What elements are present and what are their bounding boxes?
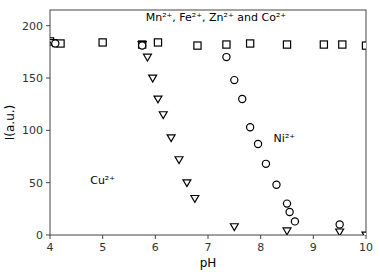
point — [247, 40, 254, 47]
y-tick — [46, 235, 50, 236]
point — [254, 140, 261, 147]
point — [139, 42, 146, 49]
annotation: Cu²⁺ — [90, 174, 115, 187]
y-tick-label: 0 — [36, 229, 43, 242]
x-tick-label: 10 — [359, 241, 373, 254]
point — [154, 39, 161, 46]
x-tick — [155, 235, 156, 239]
x-tick — [366, 235, 367, 239]
point — [239, 95, 246, 102]
y-tick-label: 100 — [22, 124, 43, 137]
point — [362, 232, 366, 235]
point — [194, 42, 201, 49]
point — [336, 229, 344, 235]
series — [52, 40, 344, 228]
point — [149, 75, 157, 82]
y-tick-label: 200 — [22, 20, 43, 33]
x-tick-label: 8 — [257, 241, 264, 254]
y-tick-label: 50 — [29, 177, 43, 190]
series — [50, 40, 366, 235]
point — [191, 195, 199, 202]
x-axis-label: pH — [200, 256, 217, 270]
x-tick — [208, 235, 209, 239]
x-tick — [50, 235, 51, 239]
y-tick — [46, 25, 50, 26]
x-tick — [260, 235, 261, 239]
y-tick — [46, 130, 50, 131]
point — [167, 135, 175, 142]
point — [231, 77, 238, 84]
point — [99, 39, 106, 46]
point — [320, 41, 327, 48]
point — [339, 41, 346, 48]
x-tick-label: 5 — [99, 241, 106, 254]
chart: 45678910050100150200pHI(a.u.)Cu²⁺Ni²⁺Mn²… — [0, 0, 380, 275]
point — [223, 53, 230, 60]
point — [291, 218, 298, 225]
x-tick-label: 7 — [205, 241, 212, 254]
plot-area — [50, 38, 366, 235]
point — [273, 181, 280, 188]
point — [159, 112, 167, 119]
x-tick-label: 9 — [310, 241, 317, 254]
point — [183, 180, 191, 187]
point — [143, 54, 151, 61]
point — [336, 221, 343, 228]
point — [175, 157, 183, 164]
point — [262, 160, 269, 167]
x-tick-label: 4 — [47, 241, 54, 254]
y-tick — [46, 78, 50, 79]
point — [283, 200, 290, 207]
point — [154, 96, 162, 103]
x-tick — [313, 235, 314, 239]
plot-frame — [50, 10, 366, 235]
series — [50, 38, 366, 49]
point — [52, 40, 59, 47]
point — [283, 41, 290, 48]
point — [223, 41, 230, 48]
y-tick — [46, 182, 50, 183]
annotation: Ni²⁺ — [274, 132, 296, 145]
annotation: Mn²⁺, Fe²⁺, Zn²⁺ and Co²⁺ — [146, 11, 287, 24]
x-tick — [102, 235, 103, 239]
point — [362, 42, 366, 49]
x-tick-label: 6 — [152, 241, 159, 254]
y-axis-label: I(a.u.) — [3, 105, 17, 141]
point — [138, 42, 146, 49]
y-tick-label: 150 — [22, 72, 43, 85]
point — [283, 228, 291, 235]
point — [286, 208, 293, 215]
point — [230, 224, 238, 231]
point — [247, 124, 254, 131]
